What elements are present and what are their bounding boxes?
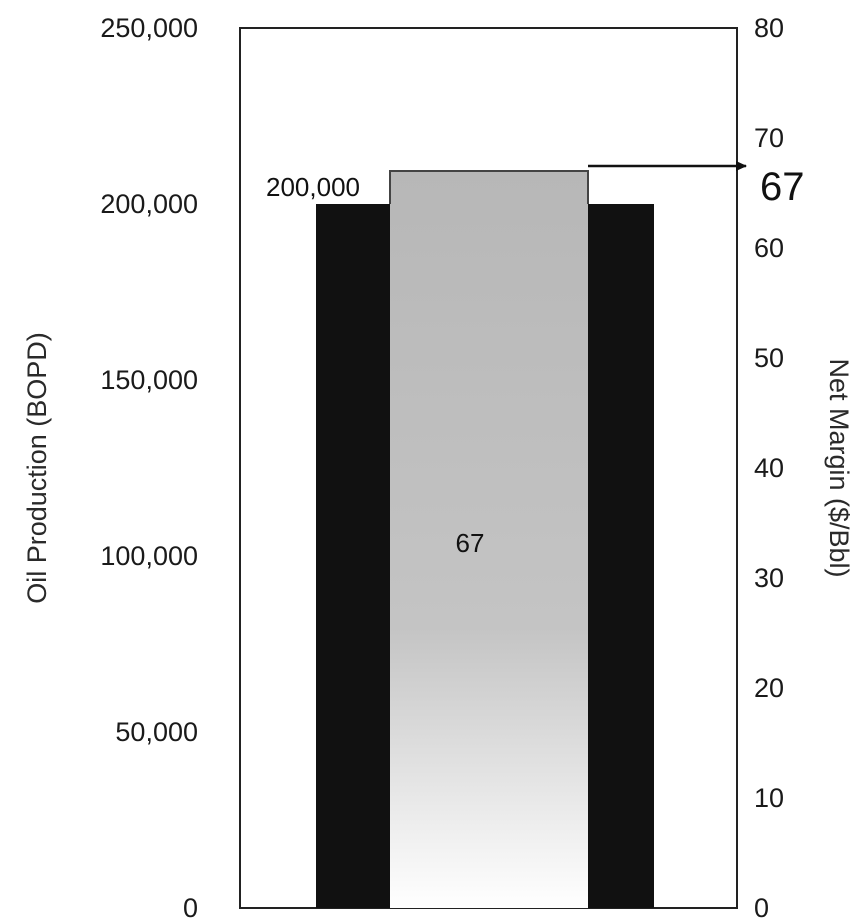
right-tick-label: 70 [754,123,784,153]
production-bar [316,204,390,908]
production-data-label: 200,000 [266,172,360,202]
left-tick-label: 100,000 [100,541,198,571]
production-bar [588,204,654,908]
margin-data-label: 67 [456,528,485,558]
right-tick-label: 50 [754,343,784,373]
right-tick-label: 20 [754,673,784,703]
left-axis-ticks: 0 50,000 100,000 150,000 200,000 250,000 [100,13,198,923]
bars [316,170,654,908]
left-tick-label: 250,000 [100,13,198,43]
left-axis-title: Oil Production (BOPD) [22,332,52,604]
right-tick-label: 10 [754,783,784,813]
left-tick-label: 150,000 [100,365,198,395]
left-tick-label: 50,000 [115,717,198,747]
right-tick-label: 0 [754,893,769,923]
right-axis-ticks: 0 10 20 30 40 50 60 70 80 [754,13,784,923]
margin-callout-label: 67 [760,165,805,209]
left-tick-label: 0 [183,893,198,923]
right-tick-label: 60 [754,233,784,263]
right-tick-label: 30 [754,563,784,593]
margin-bar [390,171,588,908]
right-axis-title: Net Margin ($/Bbl) [824,358,854,577]
right-tick-label: 80 [754,13,784,43]
left-tick-label: 200,000 [100,189,198,219]
right-tick-label: 40 [754,453,784,483]
margin-bar-outline [389,170,589,204]
